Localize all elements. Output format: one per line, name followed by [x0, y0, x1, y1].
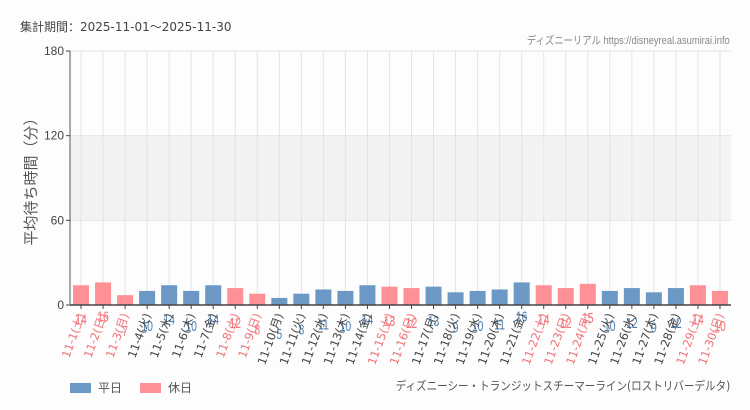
bar[interactable] [117, 295, 134, 305]
attraction-name: ディズニーシー・トランジットスチーマーライン(ロストリバーデルタ) [395, 379, 730, 393]
bar[interactable] [711, 290, 728, 305]
bar-value-label: 14 [75, 311, 87, 328]
period-label: 集計期間：2025-11-01～2025-11-30 [20, 20, 232, 34]
bar-value-label: 11 [318, 316, 329, 333]
bar[interactable] [689, 285, 706, 305]
bar[interactable] [403, 288, 420, 305]
legend-holiday-label: 休日 [168, 381, 193, 395]
bar[interactable] [579, 283, 596, 305]
bar-value-label: 14 [163, 311, 175, 328]
bar[interactable] [513, 282, 530, 305]
bar[interactable] [535, 285, 552, 305]
legend-item-weekday[interactable]: 平日 [70, 379, 122, 396]
bar-value-label: 12 [229, 314, 241, 331]
bar-value-label: 10 [472, 317, 484, 334]
bar-value-label: 10 [141, 317, 153, 334]
bar[interactable] [645, 292, 662, 305]
bar-value-label: 13 [428, 312, 440, 329]
bar[interactable] [205, 285, 222, 305]
bar[interactable] [73, 285, 90, 305]
bar-value-label: 5 [276, 325, 282, 342]
bar[interactable] [601, 290, 618, 305]
bar-value-label: 14 [538, 311, 550, 328]
bar-value-label: 8 [298, 320, 304, 337]
bar-value-label: 11 [494, 316, 505, 333]
y-tick-label: 180 [44, 44, 64, 58]
bar[interactable] [293, 293, 310, 305]
bar-value-label: 12 [560, 314, 572, 331]
bar-value-label: 12 [626, 314, 638, 331]
bar[interactable] [425, 286, 442, 305]
bar-value-label: 9 [651, 319, 657, 336]
bar[interactable] [381, 286, 398, 305]
bar[interactable] [161, 285, 178, 305]
bar[interactable] [249, 293, 266, 305]
legend-item-holiday[interactable]: 休日 [140, 379, 192, 396]
bar-value-label: 12 [406, 314, 418, 331]
bar[interactable] [667, 288, 684, 305]
legend: 平日 休日 [70, 379, 192, 396]
bar-value-label: 16 [516, 307, 528, 324]
bar[interactable] [447, 292, 464, 305]
bar[interactable] [227, 288, 244, 305]
y-axis-title: 平均待ち時間（分） [22, 110, 40, 245]
y-tick-label: 60 [51, 213, 65, 227]
bar-value-label: 14 [207, 311, 219, 328]
bar-value-label: 12 [670, 314, 682, 331]
bar[interactable] [183, 290, 200, 305]
bar-value-label: 14 [692, 311, 704, 328]
bar-value-label: 10 [714, 317, 726, 334]
bar[interactable] [271, 297, 288, 305]
legend-weekday-label: 平日 [98, 381, 123, 395]
bar-value-label: 9 [453, 319, 459, 336]
bar[interactable] [557, 288, 574, 305]
shaded-band [70, 135, 731, 221]
bar[interactable] [491, 289, 508, 305]
y-axis-label: 平均待ち時間（分） [22, 110, 40, 245]
bar-value-label: 7 [122, 322, 128, 339]
bar-value-label: 10 [185, 317, 197, 334]
bar[interactable] [469, 290, 486, 305]
grid-lines [70, 50, 731, 305]
bar-value-label: 10 [340, 317, 352, 334]
bar-value-label: 15 [582, 309, 594, 326]
bar-value-label: 10 [604, 317, 616, 334]
weekday-swatch-icon [70, 382, 91, 393]
bar-value-label: 14 [362, 311, 374, 328]
bar[interactable] [95, 282, 112, 305]
bar[interactable] [337, 290, 354, 305]
site-credit: ディズニーリアル https://disneyreal.asumirai.inf… [527, 35, 730, 47]
bar-value-label: 8 [254, 320, 260, 337]
bar[interactable] [139, 290, 156, 305]
holiday-swatch-icon [140, 382, 162, 393]
bars: 14 16 7 10 14 10 14 12 8 5 8 11 10 14 13 12 13 9 10 11 16 14 1… [73, 282, 728, 343]
bar-value-label: 13 [384, 312, 396, 329]
y-tick-label: 120 [44, 129, 64, 143]
bar-value-label: 16 [97, 307, 109, 324]
bar[interactable] [623, 288, 640, 305]
bar[interactable] [315, 289, 332, 305]
bar[interactable] [359, 285, 376, 305]
y-tick-label: 0 [57, 298, 64, 312]
